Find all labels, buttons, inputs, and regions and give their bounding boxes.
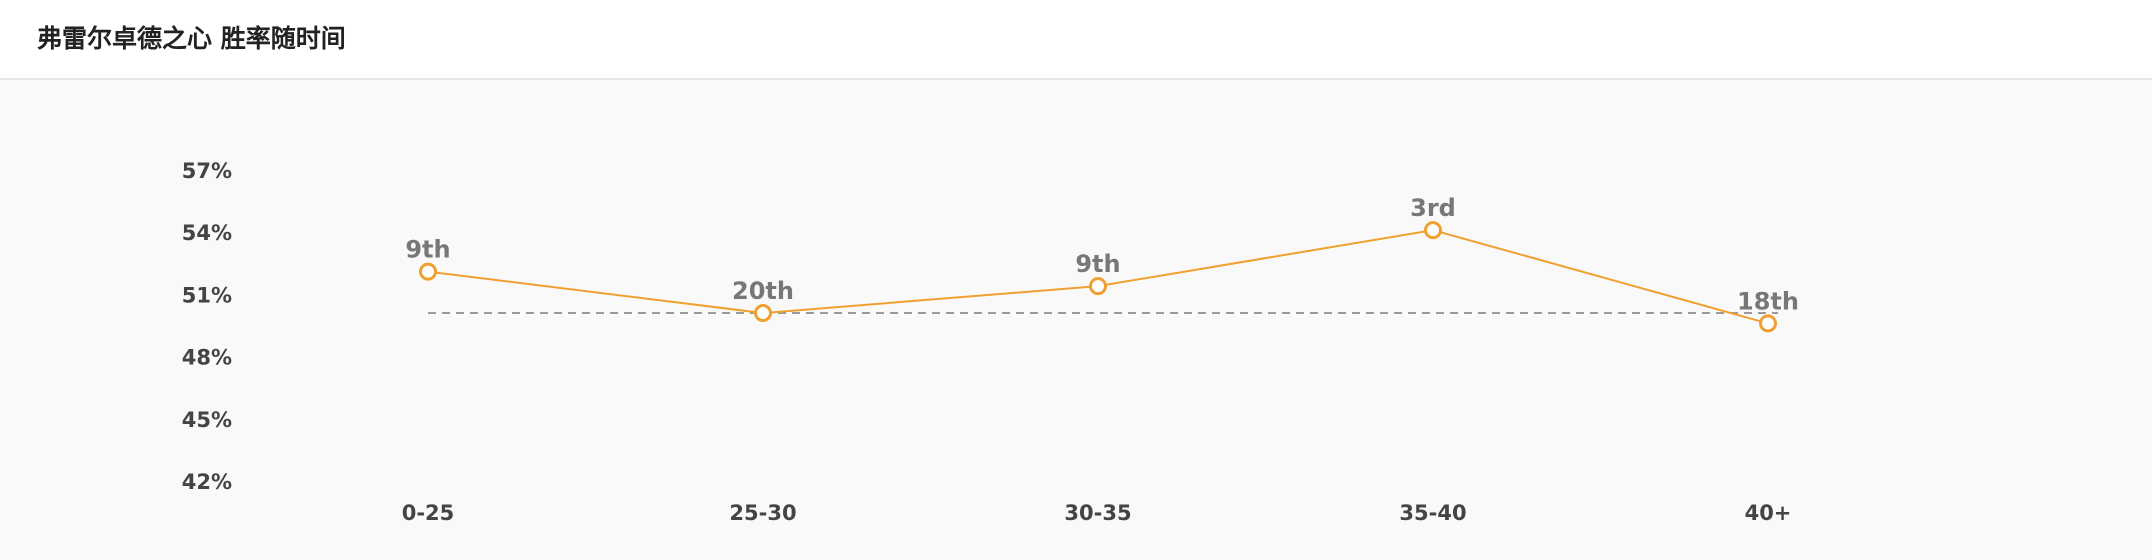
x-tick-label: 30-35	[1064, 501, 1131, 525]
chart-header: 弗雷尔卓德之心 胜率随时间	[0, 0, 2152, 80]
winrate-line-chart: 57% 54% 51% 48% 45% 42% 0-25 25-30 30-35 35-40 40…	[182, 159, 1799, 525]
y-tick-label: 42%	[182, 470, 232, 494]
chart-title: 弗雷尔卓德之心 胜率随时间	[37, 24, 346, 53]
data-point[interactable]	[1424, 221, 1442, 240]
y-tick-label: 45%	[182, 408, 232, 432]
y-tick-label: 48%	[182, 346, 232, 370]
x-tick-label: 25-30	[729, 501, 796, 525]
point-labels-group: 9th 20th 9th 3rd 18th	[405, 194, 1799, 315]
data-point-label: 18th	[1737, 287, 1799, 315]
data-point[interactable]	[1089, 277, 1107, 296]
data-point[interactable]	[754, 304, 772, 323]
series-points-group	[419, 221, 1777, 333]
data-point[interactable]	[1759, 314, 1777, 333]
x-tick-label: 0-25	[402, 501, 455, 525]
y-axis-ticks: 57% 54% 51% 48% 45% 42%	[182, 159, 232, 494]
y-tick-label: 57%	[182, 159, 232, 183]
data-point-label: 9th	[405, 236, 450, 264]
y-tick-label: 51%	[182, 283, 232, 307]
y-tick-label: 54%	[182, 221, 232, 245]
x-axis-ticks: 0-25 25-30 30-35 35-40 40+	[402, 501, 1792, 525]
data-point-label: 9th	[1075, 250, 1120, 278]
data-point-label: 20th	[732, 277, 794, 305]
x-tick-label: 40+	[1745, 501, 1792, 525]
data-point-label: 3rd	[1410, 194, 1456, 222]
data-point[interactable]	[419, 262, 437, 281]
chart-area: 57% 54% 51% 48% 45% 42% 0-25 25-30 30-35 35-40 40…	[0, 80, 2152, 556]
x-tick-label: 35-40	[1399, 501, 1466, 525]
